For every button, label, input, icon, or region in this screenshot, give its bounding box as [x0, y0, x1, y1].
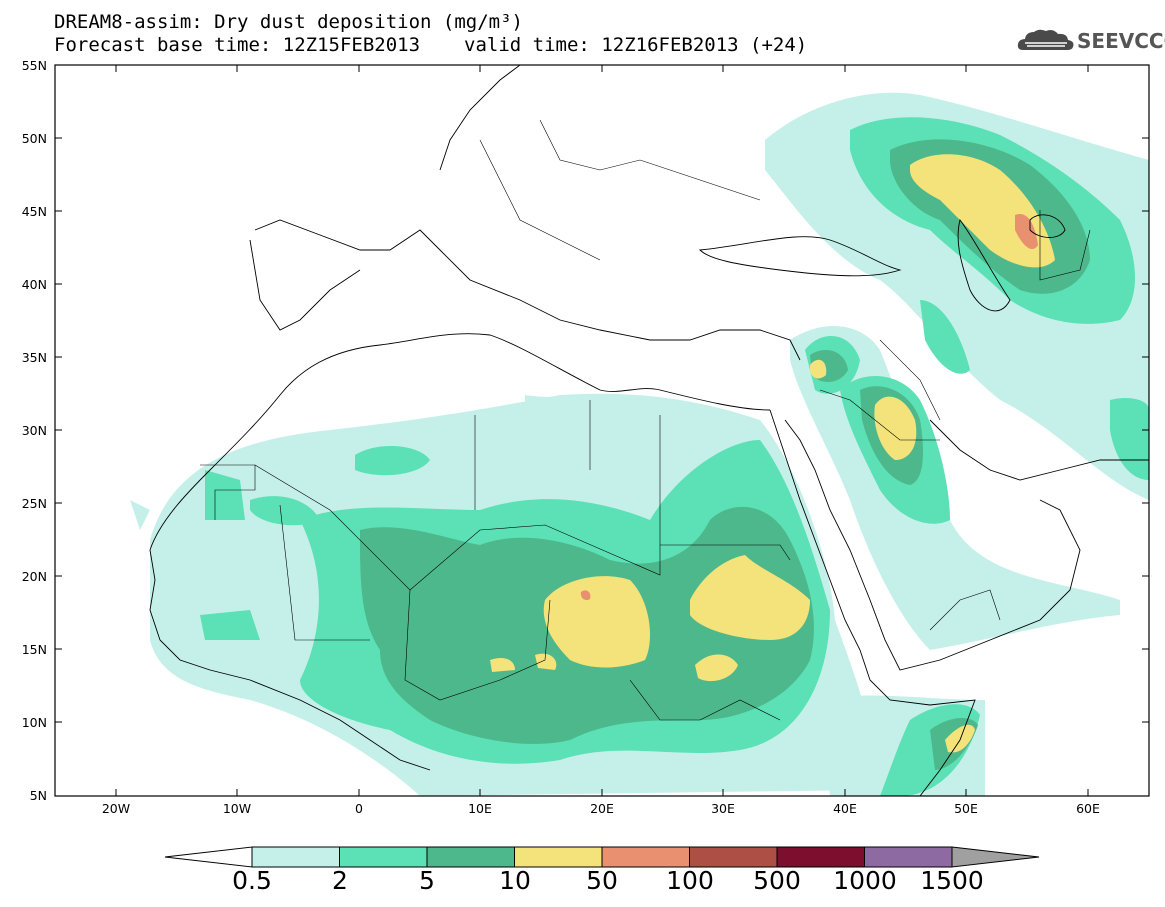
colorbar-box [776, 846, 865, 868]
border-yemen [929, 589, 1001, 631]
lon-label: 0 [355, 801, 363, 816]
lon-label: 50E [954, 801, 978, 816]
latitude-labels: 55N 50N 45N 40N 35N 30N 25N 20N 15N 10N … [22, 58, 47, 803]
coastlines [149, 65, 1149, 796]
lon-label: 40E [833, 801, 857, 816]
border-central-asia [1039, 210, 1091, 281]
border-middle-east [819, 339, 941, 441]
lon-label: 60E [1076, 801, 1100, 816]
deposition-fields [130, 92, 1149, 796]
base-time: Forecast base time: 12Z15FEB2013 [54, 34, 421, 56]
west-africa-coast [149, 549, 431, 771]
arabian-coast [784, 419, 1081, 671]
country-borders [200, 119, 1091, 721]
colorbar-box [601, 846, 690, 868]
lat-label: 55N [22, 58, 47, 73]
border-south-sudan [629, 679, 781, 721]
border-egypt-sudan [660, 544, 791, 561]
colorbar-label: 0.5 [232, 866, 272, 895]
lat-label: 20N [22, 569, 47, 584]
colorbar-label: 10 [499, 866, 531, 895]
colorbar-label: 2 [332, 866, 348, 895]
border-mali-mauritania [279, 504, 370, 641]
lat-label: 15N [22, 642, 47, 657]
colorbar-over-triangle [951, 846, 1040, 868]
colorbar-label: 500 [753, 866, 801, 895]
lon-label: 20E [590, 801, 614, 816]
map-title: DREAM8-assim: Dry dust deposition (mg/m³… [54, 11, 523, 33]
lon-label: 10E [468, 801, 492, 816]
iberia-outline [249, 239, 361, 331]
caspian-sea [957, 218, 1011, 312]
colorbar-box [339, 846, 428, 868]
colorbar-boxes [251, 846, 953, 868]
lon-label: 30E [711, 801, 735, 816]
aral-sea [1029, 214, 1066, 238]
lat-label: 35N [22, 350, 47, 365]
lat-label: 30N [22, 423, 47, 438]
border-western-sahara [200, 464, 256, 520]
north-africa-coast [149, 333, 771, 551]
colorbar-under-triangle [164, 846, 253, 868]
lat-label: 10N [22, 715, 47, 730]
colorbar-box [689, 846, 778, 868]
colorbar-label: 5 [419, 866, 435, 895]
colorbar-label: 100 [666, 866, 714, 895]
lat-label: 5N [30, 788, 47, 803]
colorbar-label: 1000 [833, 866, 897, 895]
colorbar-box [426, 846, 515, 868]
colorbar [164, 846, 1040, 868]
longitude-labels: 20W 10W 0 10E 20E 30E 40E 50E 60E [102, 801, 1100, 816]
cloud-icon [1017, 29, 1074, 50]
seevccc-logo: SEEVCCC [1017, 28, 1165, 54]
border-niger [404, 589, 551, 701]
forecast-times: Forecast base time: 12Z15FEB2013 valid ti… [54, 35, 807, 55]
colorbar-box [251, 846, 340, 868]
border-central-europe [539, 119, 761, 201]
black-sea [699, 236, 902, 277]
lat-label: 25N [22, 496, 47, 511]
contour-50 [580, 214, 1038, 601]
border-libya [474, 400, 591, 510]
axis-ticks [55, 64, 1149, 796]
lon-label: 20W [102, 801, 130, 816]
lat-label: 40N [22, 277, 47, 292]
border-balkans [479, 139, 601, 261]
colorbar-label: 1500 [920, 866, 984, 895]
valid-time: valid time: 12Z16FEB2013 (+24) [464, 34, 808, 56]
colorbar-label: 50 [586, 866, 618, 895]
logo-text: SEEVCCC [1077, 29, 1165, 53]
lon-label: 10W [223, 801, 251, 816]
contour-10 [490, 154, 1055, 753]
southern-europe-coast [254, 219, 801, 361]
colorbar-box [864, 846, 953, 868]
border-sahara-south [254, 415, 661, 591]
colorbar-box [514, 846, 603, 868]
lat-label: 50N [22, 131, 47, 146]
lat-label: 45N [22, 204, 47, 219]
western-europe-coast [439, 65, 521, 171]
persian-gulf-coast [929, 419, 1149, 481]
red-sea-west-coast [769, 409, 976, 796]
